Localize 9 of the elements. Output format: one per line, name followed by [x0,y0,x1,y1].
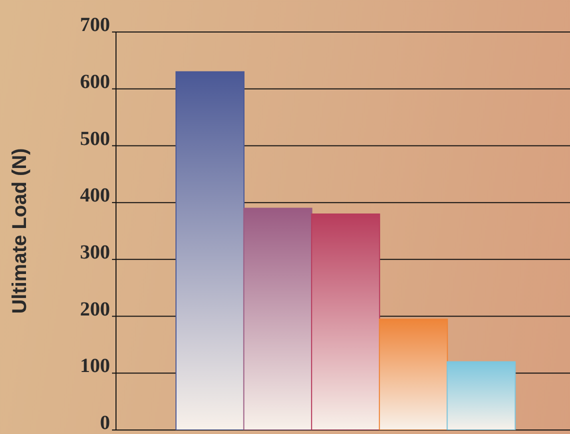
y-axis-title: Ultimate Load (N) [9,148,32,314]
y-tick-label: 600 [80,70,110,93]
y-tick-label: 700 [80,14,110,36]
y-tick-label: 200 [80,298,110,320]
y-tick-label: 500 [80,128,110,150]
y-tick-label: 400 [80,184,110,207]
y-tick-label: 0 [100,412,110,434]
y-tick-label: 100 [80,355,110,378]
y-tick-label: 300 [80,242,110,264]
